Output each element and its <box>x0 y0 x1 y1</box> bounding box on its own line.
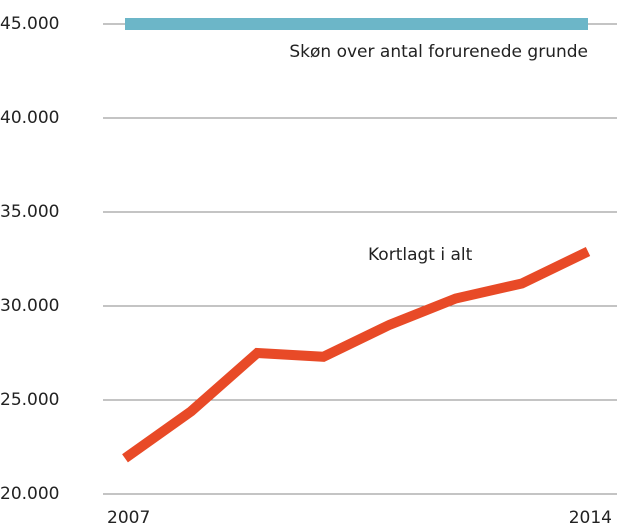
y-tick-label: 20.000 <box>0 484 59 504</box>
y-tick-label: 25.000 <box>0 390 59 410</box>
series-label: Skøn over antal forurenede grunde <box>289 42 588 62</box>
series-line <box>122 246 591 463</box>
y-tick-label: 35.000 <box>0 202 59 222</box>
y-tick-label: 40.000 <box>0 108 59 128</box>
series-label: Kortlagt i alt <box>368 245 473 265</box>
x-tick-label: 2014 <box>569 508 612 528</box>
y-tick-label: 30.000 <box>0 296 59 316</box>
y-tick-label: 45.000 <box>0 14 59 34</box>
x-tick-label: 2007 <box>107 508 150 528</box>
